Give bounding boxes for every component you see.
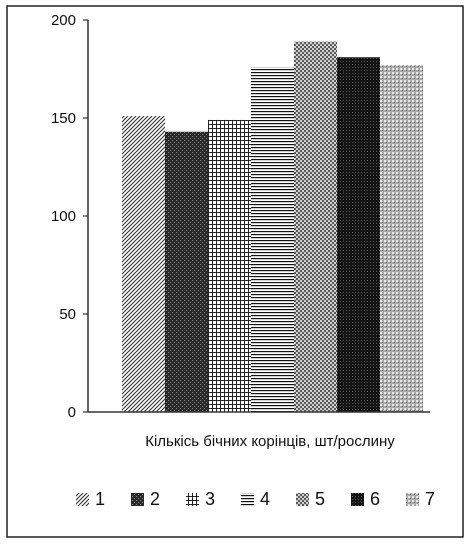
bar-series-4: [251, 67, 294, 412]
legend-label-4: 4: [260, 489, 270, 509]
x-axis-label: Кількісь бічних корінців, шт/рослину: [145, 433, 395, 450]
legend-label-2: 2: [150, 489, 160, 509]
bars: [122, 41, 423, 413]
y-tick-label: 50: [59, 306, 76, 323]
y-tick-label: 0: [68, 404, 76, 421]
bar-series-2: [165, 131, 208, 412]
bar-series-3: [208, 119, 251, 413]
bar-series-7: [380, 65, 423, 412]
legend-swatch-4: [241, 493, 254, 506]
legend-label-1: 1: [95, 489, 105, 509]
legend-swatch-1: [76, 493, 89, 506]
bar-series-5: [294, 41, 337, 413]
bar-series-1: [122, 116, 165, 412]
legend-swatch-7: [406, 493, 419, 506]
legend-swatch-6: [351, 493, 364, 506]
legend-swatch-5: [296, 493, 309, 506]
y-tick-label: 200: [51, 12, 76, 29]
y-tick-label: 150: [51, 110, 76, 127]
legend-label-7: 7: [425, 489, 435, 509]
y-axis: 0 50 100 150 200: [51, 12, 89, 421]
bar-series-6: [337, 57, 380, 413]
legend-label-3: 3: [205, 489, 215, 509]
y-tick-label: 100: [51, 208, 76, 225]
legend-label-5: 5: [315, 489, 325, 509]
legend-label-6: 6: [370, 489, 380, 509]
legend-swatch-3: [186, 493, 199, 506]
legend-swatch-2: [131, 493, 144, 506]
legend: 1 2 3 4 5 6 7: [76, 489, 435, 509]
